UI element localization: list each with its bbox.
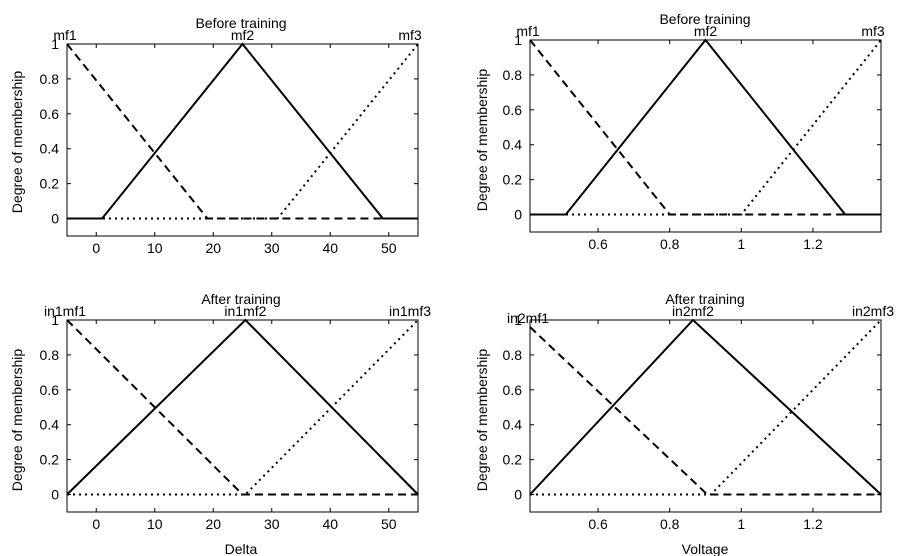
chart-title: Before training bbox=[659, 11, 750, 27]
series-line-mf3 bbox=[530, 39, 882, 216]
y-tick-label: 0.6 bbox=[503, 382, 523, 398]
y-tick-label: 0.6 bbox=[40, 382, 60, 398]
series-line-mf1 bbox=[529, 39, 881, 216]
y-tick-label: 0.8 bbox=[503, 347, 523, 363]
y-tick-label: 0.2 bbox=[503, 172, 523, 188]
x-tick-label: 0.8 bbox=[660, 516, 680, 532]
membership-label-in1mf2: in1mf2 bbox=[224, 303, 266, 319]
subplot-after-training-voltage: After training Degree of membership Volt… bbox=[474, 291, 894, 556]
series-line-mf1 bbox=[66, 43, 418, 220]
x-axis-label: Delta bbox=[225, 541, 258, 556]
series-line-in2mf1 bbox=[529, 326, 881, 496]
y-tick-label: 0.8 bbox=[40, 71, 60, 87]
x-axis-label: Voltage bbox=[682, 541, 729, 556]
membership-label-mf3: mf3 bbox=[861, 23, 885, 39]
y-tick-label: 1 bbox=[51, 36, 59, 52]
x-tick-label: 0.8 bbox=[660, 236, 680, 252]
subplot-before-training-voltage: Before training Degree of membership 0.6… bbox=[474, 11, 885, 252]
y-axis-label: Degree of membership bbox=[474, 349, 490, 492]
y-tick-label: 0.4 bbox=[503, 137, 523, 153]
series-line-in1mf1 bbox=[66, 319, 418, 496]
series-line-in1mf3 bbox=[67, 319, 419, 496]
x-tick-label: 50 bbox=[381, 240, 397, 256]
chart-title: After training bbox=[201, 291, 280, 307]
series-line-in2mf2 bbox=[529, 318, 882, 496]
membership-label-mf1: mf1 bbox=[53, 27, 77, 43]
membership-label-mf3: mf3 bbox=[398, 27, 422, 43]
x-tick-label: 0 bbox=[92, 516, 100, 532]
y-tick-label: 0 bbox=[51, 487, 59, 503]
y-tick-label: 0.2 bbox=[40, 176, 60, 192]
y-tick-label: 0 bbox=[514, 487, 522, 503]
x-tick-label: 30 bbox=[264, 240, 280, 256]
x-tick-label: 0.6 bbox=[588, 236, 608, 252]
x-tick-label: 0.6 bbox=[588, 516, 608, 532]
chart-title: Before training bbox=[195, 15, 286, 31]
y-tick-label: 0 bbox=[51, 211, 59, 227]
membership-label-in1mf3: in1mf3 bbox=[389, 303, 431, 319]
axes-frame bbox=[529, 39, 882, 233]
x-tick-label: 1 bbox=[737, 236, 745, 252]
subplot-after-training-delta: After training Degree of membership Delt… bbox=[9, 291, 431, 556]
y-tick-label: 0.6 bbox=[40, 106, 60, 122]
y-tick-label: 1 bbox=[514, 32, 522, 48]
membership-label-in2mf1: in2mf1 bbox=[507, 310, 549, 326]
y-tick-label: 0.4 bbox=[40, 417, 60, 433]
y-axis-label: Degree of membership bbox=[9, 71, 25, 214]
x-tick-label: 40 bbox=[322, 240, 338, 256]
y-tick-label: 0.8 bbox=[40, 347, 60, 363]
x-tick-label: 1.2 bbox=[803, 516, 823, 532]
membership-label-in1mf1: in1mf1 bbox=[44, 303, 86, 319]
x-tick-label: 50 bbox=[381, 516, 397, 532]
chart-title: After training bbox=[665, 291, 744, 307]
x-tick-label: 30 bbox=[264, 516, 280, 532]
plot-area: 0 10 20 30 40 50 0 0.2 0.4 0.6 0.8 1mf1 mf2 mf3 bbox=[40, 27, 422, 256]
membership-label-mf2: mf2 bbox=[694, 23, 718, 39]
series-line-in2mf3 bbox=[530, 319, 882, 496]
series-line-mf3 bbox=[67, 43, 419, 220]
membership-label-mf2: mf2 bbox=[231, 27, 255, 43]
axes-frame bbox=[66, 319, 419, 513]
y-tick-label: 1 bbox=[51, 312, 59, 328]
x-tick-label: 10 bbox=[147, 240, 163, 256]
y-tick-label: 0.2 bbox=[503, 452, 523, 468]
axes-frame bbox=[529, 319, 882, 513]
series-line-mf2 bbox=[67, 42, 418, 220]
x-tick-label: 20 bbox=[205, 516, 221, 532]
y-tick-label: 0.4 bbox=[40, 141, 60, 157]
y-tick-label: 0.8 bbox=[503, 67, 523, 83]
axes-frame bbox=[66, 43, 419, 237]
x-tick-label: 40 bbox=[322, 516, 338, 532]
y-axis-label: Degree of membership bbox=[474, 69, 490, 212]
x-tick-label: 1.2 bbox=[803, 236, 823, 252]
x-tick-label: 10 bbox=[147, 516, 163, 532]
y-tick-label: 0 bbox=[514, 207, 522, 223]
y-tick-label: 0.2 bbox=[40, 452, 60, 468]
series-line-mf2 bbox=[530, 38, 881, 216]
y-tick-label: 0.6 bbox=[503, 102, 523, 118]
membership-label-in2mf3: in2mf3 bbox=[852, 303, 894, 319]
y-axis-label: Degree of membership bbox=[9, 349, 25, 492]
subplot-before-training-delta: Before training Degree of membership 0 10… bbox=[9, 15, 422, 256]
x-tick-label: 0 bbox=[92, 240, 100, 256]
y-tick-label: 0.4 bbox=[503, 417, 523, 433]
membership-label-mf1: mf1 bbox=[516, 23, 540, 39]
x-tick-label: 1 bbox=[737, 516, 745, 532]
x-tick-label: 20 bbox=[205, 240, 221, 256]
y-tick-label: 1 bbox=[514, 312, 522, 328]
membership-label-in2mf2: in2mf2 bbox=[672, 303, 714, 319]
series-line-in1mf2 bbox=[66, 318, 419, 496]
